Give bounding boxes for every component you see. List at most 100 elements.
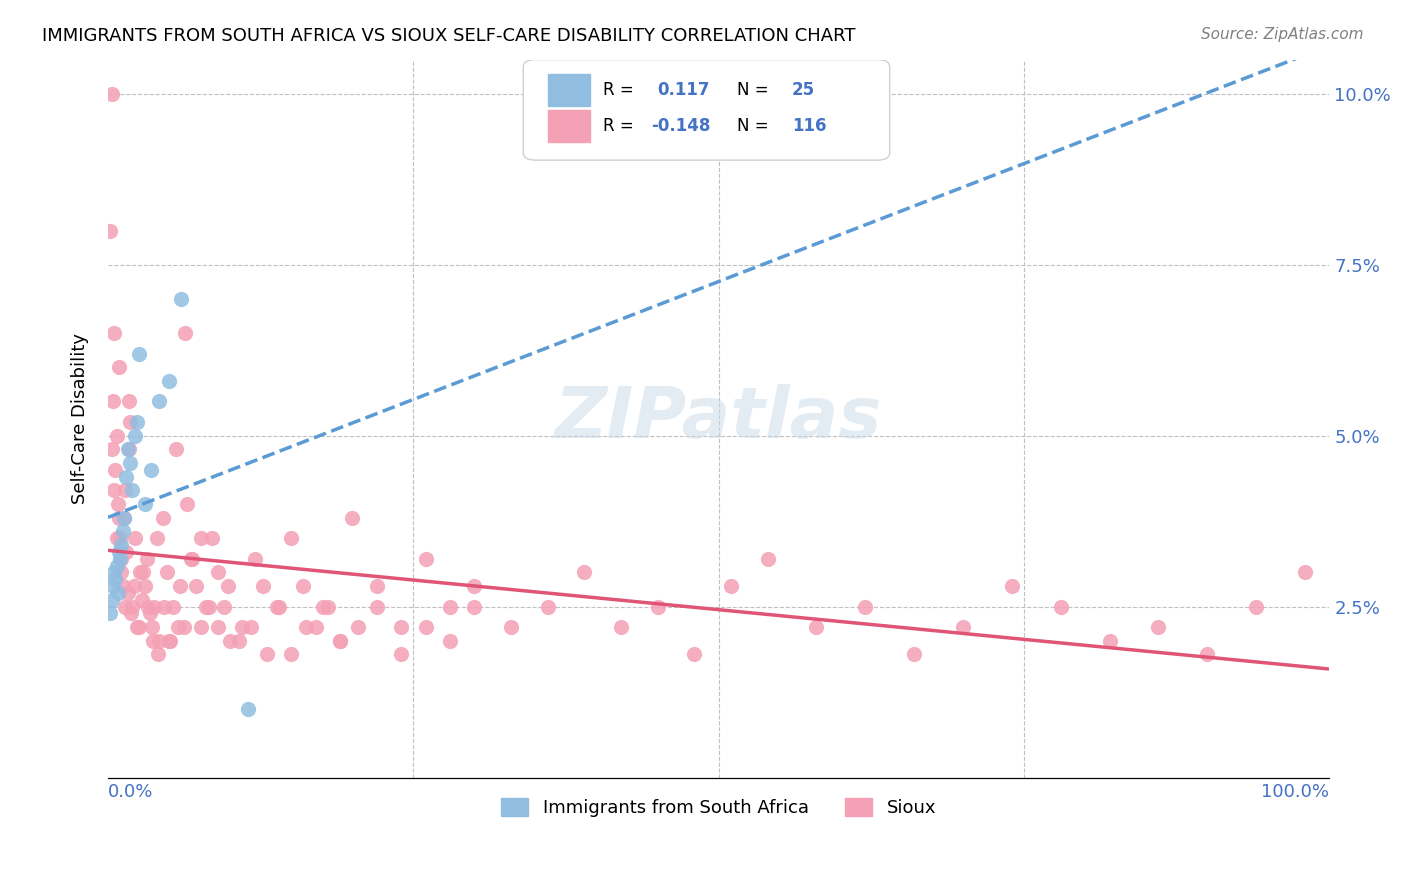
Point bbox=[952, 620, 974, 634]
Point bbox=[108, 551, 131, 566]
Point bbox=[190, 531, 212, 545]
Point bbox=[141, 620, 163, 634]
FancyBboxPatch shape bbox=[523, 60, 890, 161]
Point bbox=[198, 599, 221, 614]
Text: 0.0%: 0.0% bbox=[108, 783, 153, 801]
Point bbox=[148, 633, 170, 648]
Point bbox=[107, 586, 129, 600]
Point bbox=[1049, 599, 1071, 614]
Point bbox=[110, 538, 132, 552]
Bar bbox=[548, 110, 591, 142]
Text: IMMIGRANTS FROM SOUTH AFRICA VS SIOUX SELF-CARE DISABILITY CORRELATION CHART: IMMIGRANTS FROM SOUTH AFRICA VS SIOUX SE… bbox=[42, 27, 856, 45]
Point bbox=[136, 599, 159, 614]
Point bbox=[118, 394, 141, 409]
Y-axis label: Self-Care Disability: Self-Care Disability bbox=[72, 333, 89, 504]
Point bbox=[112, 510, 135, 524]
Point bbox=[190, 620, 212, 634]
Point bbox=[107, 497, 129, 511]
Point bbox=[146, 648, 169, 662]
Point bbox=[347, 620, 370, 634]
Point bbox=[124, 531, 146, 545]
Point bbox=[103, 483, 125, 498]
Point bbox=[108, 360, 131, 375]
Point bbox=[439, 633, 461, 648]
Point bbox=[100, 87, 122, 101]
Text: N =: N = bbox=[737, 81, 769, 99]
Point bbox=[238, 702, 260, 716]
Point bbox=[329, 633, 352, 648]
Point bbox=[111, 524, 134, 539]
Point bbox=[316, 599, 339, 614]
Point bbox=[112, 510, 135, 524]
Point bbox=[180, 551, 202, 566]
Point bbox=[201, 531, 224, 545]
Point bbox=[181, 551, 204, 566]
Point bbox=[295, 620, 318, 634]
Point bbox=[159, 633, 181, 648]
Point bbox=[115, 469, 138, 483]
Point bbox=[111, 579, 134, 593]
Point bbox=[1197, 648, 1219, 662]
Point bbox=[100, 607, 122, 621]
Point bbox=[304, 620, 326, 634]
Point bbox=[228, 633, 250, 648]
Point bbox=[207, 620, 229, 634]
Point bbox=[219, 633, 242, 648]
Point bbox=[105, 558, 128, 573]
Point bbox=[118, 415, 141, 429]
Point bbox=[136, 551, 159, 566]
Point bbox=[110, 551, 132, 566]
Point bbox=[252, 579, 274, 593]
Point bbox=[118, 442, 141, 457]
Point bbox=[537, 599, 560, 614]
Point bbox=[329, 633, 352, 648]
Point bbox=[110, 566, 132, 580]
Point bbox=[162, 599, 184, 614]
Point bbox=[415, 551, 437, 566]
Point bbox=[389, 648, 412, 662]
Point bbox=[463, 599, 485, 614]
Point bbox=[139, 463, 162, 477]
Point bbox=[170, 292, 193, 306]
Point bbox=[114, 483, 136, 498]
Point bbox=[176, 497, 198, 511]
Point bbox=[342, 510, 364, 524]
Point bbox=[389, 620, 412, 634]
Text: 25: 25 bbox=[792, 81, 815, 99]
Point bbox=[439, 599, 461, 614]
Point bbox=[121, 599, 143, 614]
Point bbox=[1147, 620, 1170, 634]
Text: N =: N = bbox=[737, 117, 769, 135]
Point bbox=[128, 620, 150, 634]
Point bbox=[280, 648, 302, 662]
Point bbox=[152, 510, 174, 524]
Point bbox=[217, 579, 239, 593]
Text: 100.0%: 100.0% bbox=[1261, 783, 1330, 801]
Point bbox=[174, 326, 197, 340]
Point bbox=[138, 607, 160, 621]
Point bbox=[127, 620, 149, 634]
Point bbox=[120, 607, 142, 621]
Point bbox=[1001, 579, 1024, 593]
Point bbox=[231, 620, 253, 634]
Point bbox=[647, 599, 669, 614]
Text: ZIPatlas: ZIPatlas bbox=[555, 384, 883, 453]
Point bbox=[415, 620, 437, 634]
Point bbox=[100, 592, 122, 607]
Point bbox=[157, 374, 180, 388]
Point bbox=[169, 579, 191, 593]
Point bbox=[117, 442, 139, 457]
Point bbox=[806, 620, 828, 634]
Point bbox=[207, 566, 229, 580]
Point bbox=[574, 566, 596, 580]
Point bbox=[610, 620, 633, 634]
Point bbox=[720, 579, 742, 593]
Point bbox=[128, 566, 150, 580]
Point bbox=[115, 545, 138, 559]
Point bbox=[100, 223, 122, 237]
Point bbox=[256, 648, 278, 662]
Point bbox=[1098, 633, 1121, 648]
Point bbox=[312, 599, 335, 614]
Point bbox=[366, 579, 388, 593]
Point bbox=[124, 428, 146, 442]
